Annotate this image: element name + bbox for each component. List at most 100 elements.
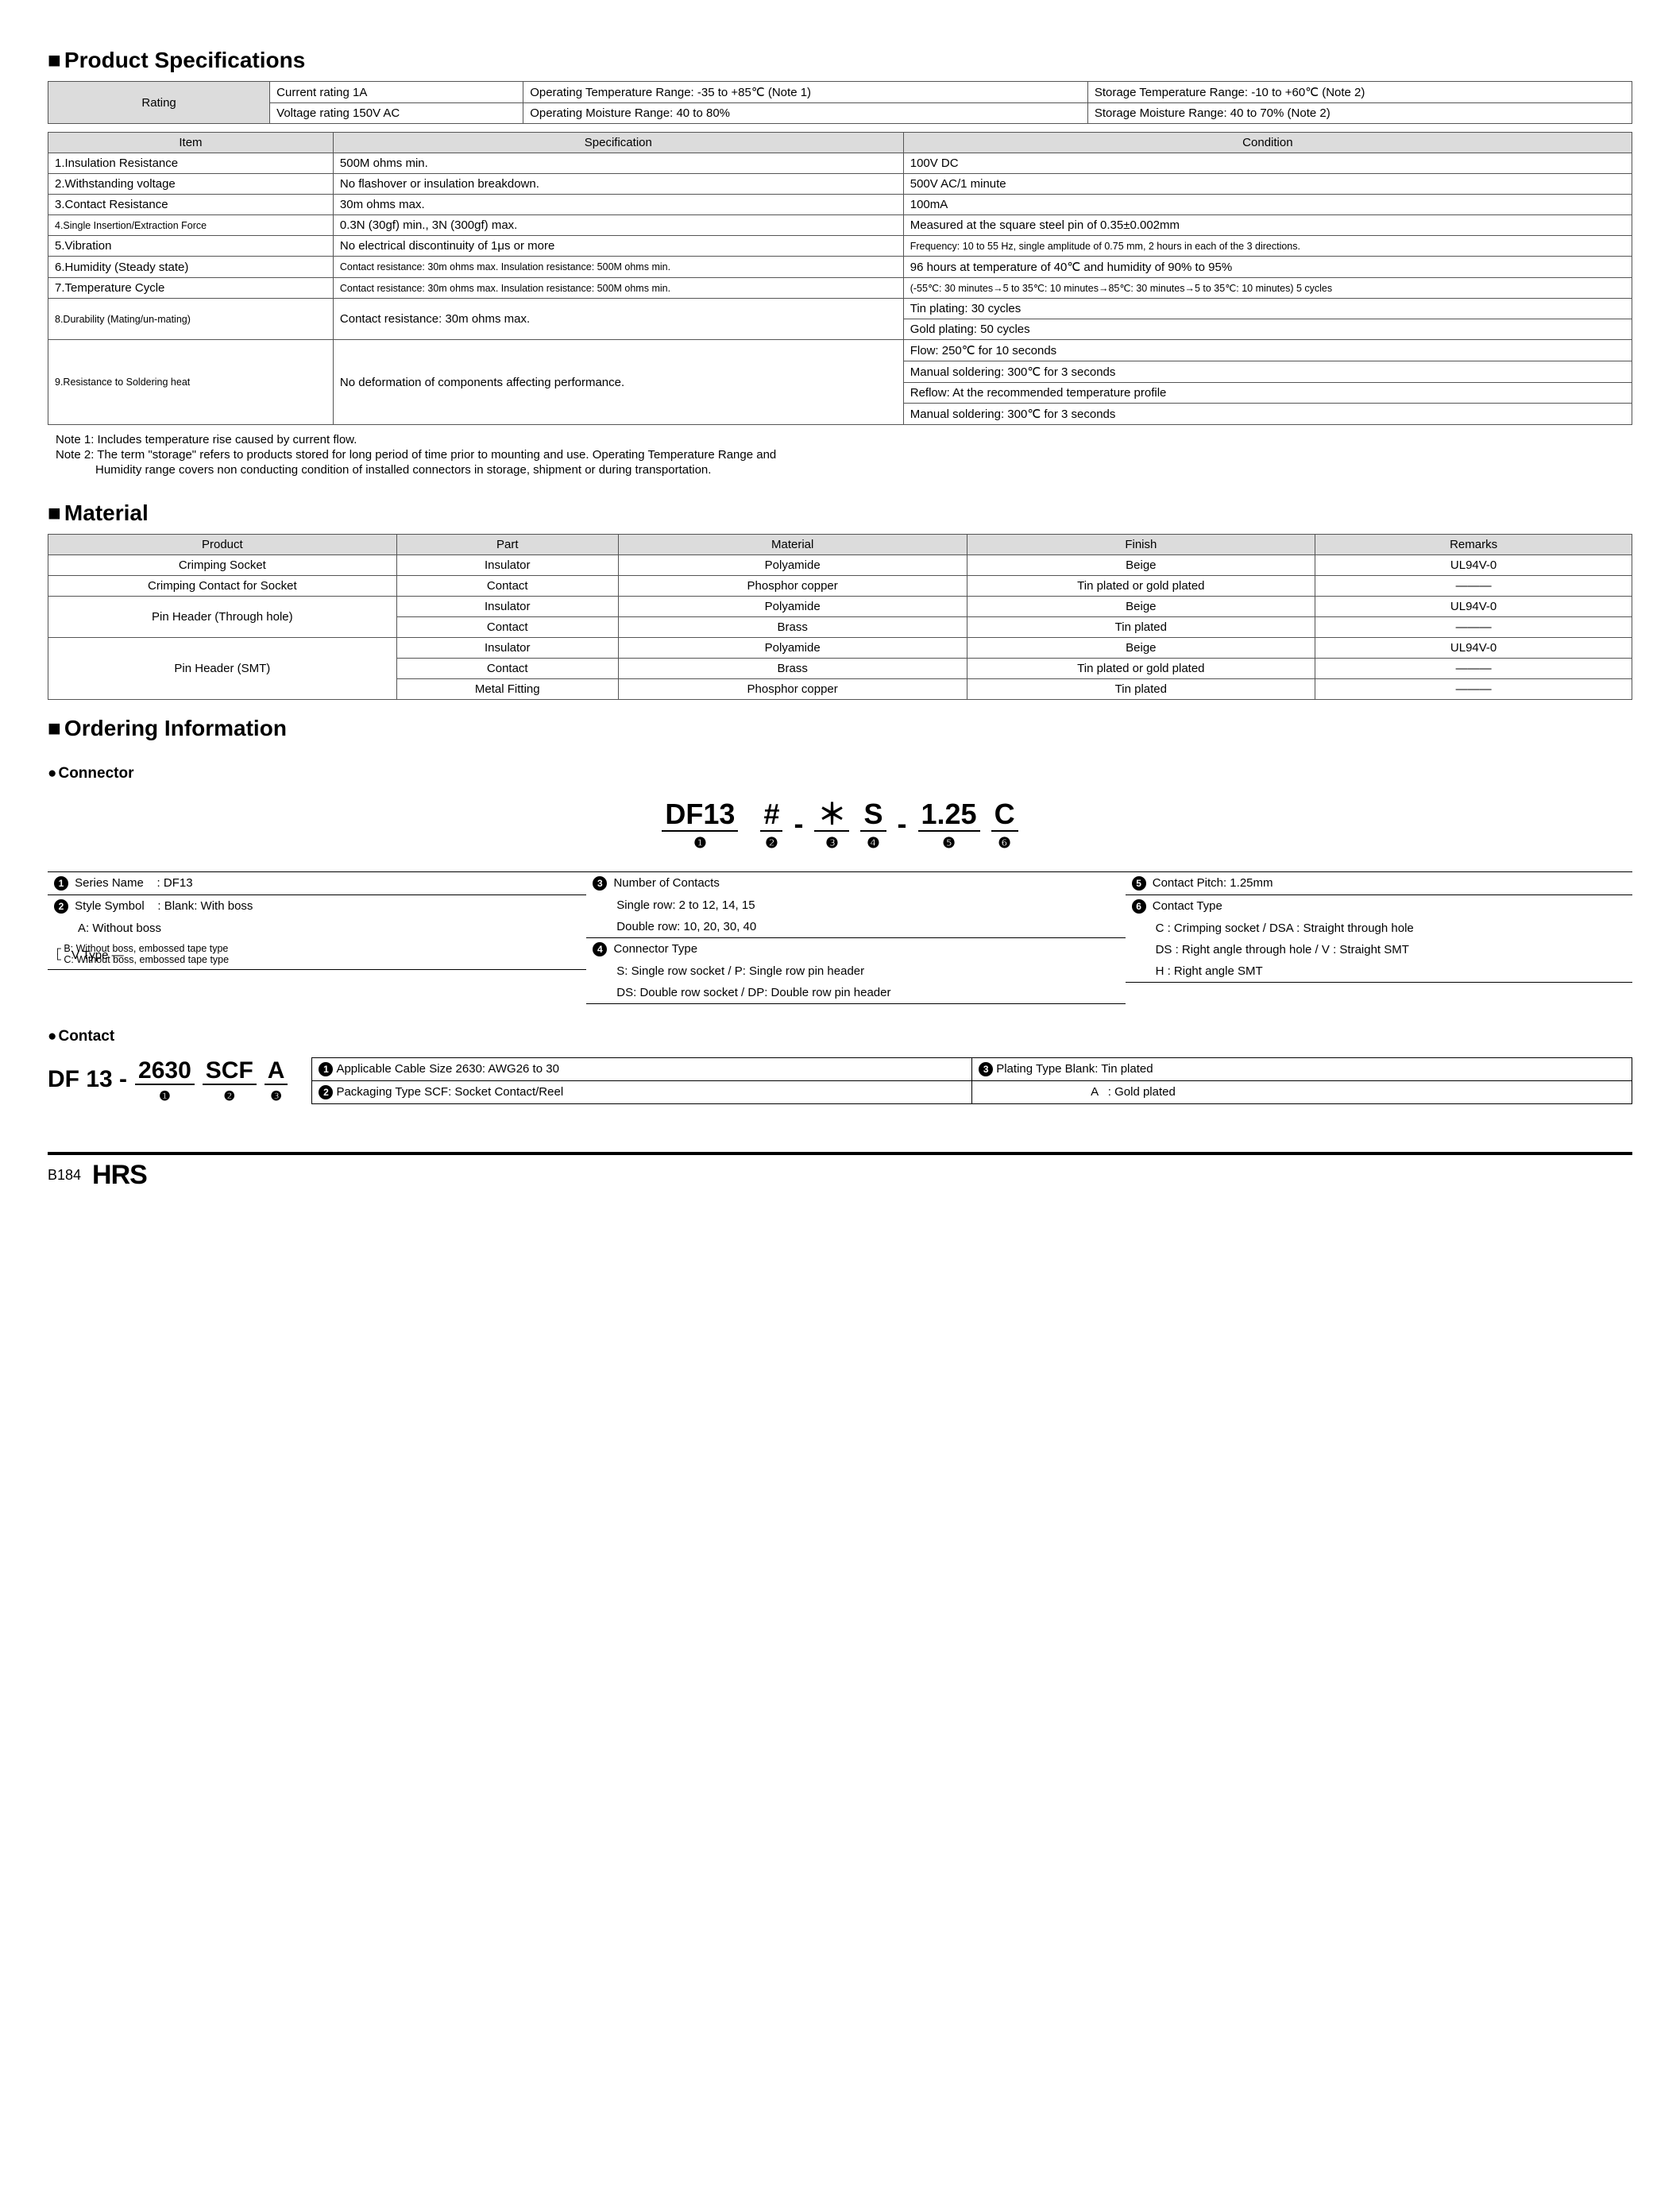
contact-part-number: DF 13 - 2630❶SCF❷A❸ <box>48 1057 288 1104</box>
segment-num-icon: ❶ <box>159 1088 170 1104</box>
product-cell: Pin Header (Through hole) <box>48 597 397 638</box>
page-number: B184 <box>48 1167 81 1184</box>
product-cell: Crimping Contact for Socket <box>48 576 397 597</box>
segment-text: ＊ <box>814 798 849 832</box>
cond-cell: Tin plating: 30 cycles <box>903 299 1632 319</box>
num-icon: 1 <box>319 1062 333 1076</box>
pn-segment: DF13 ❶ <box>662 798 738 852</box>
segment-text: A <box>265 1057 288 1085</box>
text: Applicable Cable Size 2630: AWG26 to 30 <box>336 1062 558 1076</box>
cond-cell: (-55℃: 30 minutes→5 to 35℃: 10 minutes→8… <box>903 278 1632 299</box>
desc-row: 4 Connector Type <box>586 937 1125 960</box>
part-cell: Contact <box>396 617 618 638</box>
item-cell: 8.Durability (Mating/un-mating) <box>48 299 334 340</box>
cond-cell: Measured at the square steel pin of 0.35… <box>903 215 1632 236</box>
item-cell: 3.Contact Resistance <box>48 195 334 215</box>
num-icon: 3 <box>593 876 607 891</box>
cond-cell: Frequency: 10 to 55 Hz, single amplitude… <box>903 236 1632 257</box>
material-cell: Polyamide <box>618 597 967 617</box>
material-cell: Phosphor copper <box>618 576 967 597</box>
spec-cell: No electrical discontinuity of 1μs or mo… <box>333 236 903 257</box>
heading-spec: Product Specifications <box>48 48 1632 73</box>
th: Material <box>618 535 967 555</box>
product-cell: Crimping Socket <box>48 555 397 576</box>
segment-text: 1.25 <box>918 798 980 832</box>
label: Number of Contacts <box>610 876 720 890</box>
num-icon: 3 <box>979 1062 993 1076</box>
part-cell: Insulator <box>396 597 618 617</box>
segment-num-icon: ❹ <box>867 835 879 852</box>
finish-cell: Beige <box>967 597 1315 617</box>
text: A : Gold plated <box>979 1085 1176 1099</box>
num-icon: 1 <box>54 876 68 891</box>
item-cell: 7.Temperature Cycle <box>48 278 334 299</box>
remarks-cell: ——— <box>1315 617 1632 638</box>
segment-num-icon: ❶ <box>693 835 706 852</box>
finish-cell: Tin plated <box>967 617 1315 638</box>
desc-row: S: Single row socket / P: Single row pin… <box>586 960 1125 982</box>
spec-cell: Contact resistance: 30m ohms max. Insula… <box>333 257 903 278</box>
note: Humidity range covers non conducting con… <box>56 463 1632 477</box>
spec-cell: Contact resistance: 30m ohms max. Insula… <box>333 278 903 299</box>
finish-cell: Tin plated or gold plated <box>967 659 1315 679</box>
spec-cell: 0.3N (30gf) min., 3N (300gf) max. <box>333 215 903 236</box>
desc-row: C : Crimping socket / DSA : Straight thr… <box>1126 918 1632 939</box>
pn-segment: 1.25❺ <box>918 798 980 852</box>
segment-text: SCF <box>203 1057 257 1085</box>
notes: Note 1: Includes temperature rise caused… <box>48 433 1632 477</box>
pn-segment: C❻ <box>991 798 1018 852</box>
indent-text: Double row: 10, 20, 30, 40 <box>593 920 1118 933</box>
cell: Operating Temperature Range: -35 to +85℃… <box>523 82 1088 103</box>
segment-text: DF13 <box>662 798 738 832</box>
segment-num-icon: ❸ <box>270 1088 281 1104</box>
desc-row: 2 Style Symbol : Blank: With boss <box>48 895 586 918</box>
segment-num-icon: ❸ <box>825 835 838 852</box>
desc-row: DS : Right angle through hole / V : Stra… <box>1126 939 1632 960</box>
material-cell: Brass <box>618 617 967 638</box>
th: Part <box>396 535 618 555</box>
segment-text: C <box>991 798 1018 832</box>
item-cell: 1.Insulation Resistance <box>48 153 334 174</box>
desc-row: 1 Series Name : DF13 <box>48 871 586 895</box>
cell: Voltage rating 150V AC <box>270 103 523 124</box>
material-cell: Brass <box>618 659 967 679</box>
rating-table: Rating Current rating 1A Operating Tempe… <box>48 81 1632 124</box>
finish-cell: Beige <box>967 638 1315 659</box>
heading-connector: Connector <box>48 765 1632 782</box>
contact-section: DF 13 - 2630❶SCF❷A❸ 1Applicable Cable Si… <box>48 1057 1632 1104</box>
segment-num-icon: ❷ <box>224 1088 235 1104</box>
desc-row: 3 Number of Contacts <box>586 871 1125 895</box>
remarks-cell: ——— <box>1315 659 1632 679</box>
num-icon: 5 <box>1132 876 1146 891</box>
material-cell: Polyamide <box>618 555 967 576</box>
label: Contact Type <box>1149 899 1222 913</box>
segment-num-icon: ❻ <box>998 835 1011 852</box>
item-cell: 4.Single Insertion/Extraction Force <box>48 215 334 236</box>
pn-segment: 2630❶ <box>135 1057 195 1104</box>
indent-text: DS : Right angle through hole / V : Stra… <box>1132 943 1626 956</box>
hrs-logo: HRS <box>92 1160 147 1191</box>
pn-segment: A❸ <box>265 1057 288 1104</box>
item-cell: 9.Resistance to Soldering heat <box>48 340 334 425</box>
cond-cell: Manual soldering: 300℃ for 3 seconds <box>903 361 1632 383</box>
cond-cell: 100mA <box>903 195 1632 215</box>
connector-part-number: DF13❶ #❷-＊❸S❹-1.25❺C❻ <box>48 798 1632 852</box>
product-cell: Pin Header (SMT) <box>48 638 397 700</box>
item-cell: 2.Withstanding voltage <box>48 174 334 195</box>
separator: - <box>898 807 907 840</box>
cond-cell: 100V DC <box>903 153 1632 174</box>
indent-text: H : Right angle SMT <box>1132 964 1626 978</box>
num-icon: 2 <box>54 899 68 914</box>
part-cell: Insulator <box>396 555 618 576</box>
pn-segment: ＊❸ <box>814 798 849 852</box>
indent-text: A: Without boss <box>54 922 580 935</box>
cond-cell: Gold plating: 50 cycles <box>903 319 1632 340</box>
remarks-cell: ——— <box>1315 576 1632 597</box>
desc-row: A: Without boss <box>48 918 586 939</box>
segment-text: S <box>860 798 886 832</box>
pn-segment: S❹ <box>860 798 886 852</box>
text: Packaging Type SCF: Socket Contact/Reel <box>336 1085 563 1099</box>
indent-text: Single row: 2 to 12, 14, 15 <box>593 898 1118 912</box>
spec-cell: 30m ohms max. <box>333 195 903 215</box>
part-cell: Contact <box>396 576 618 597</box>
